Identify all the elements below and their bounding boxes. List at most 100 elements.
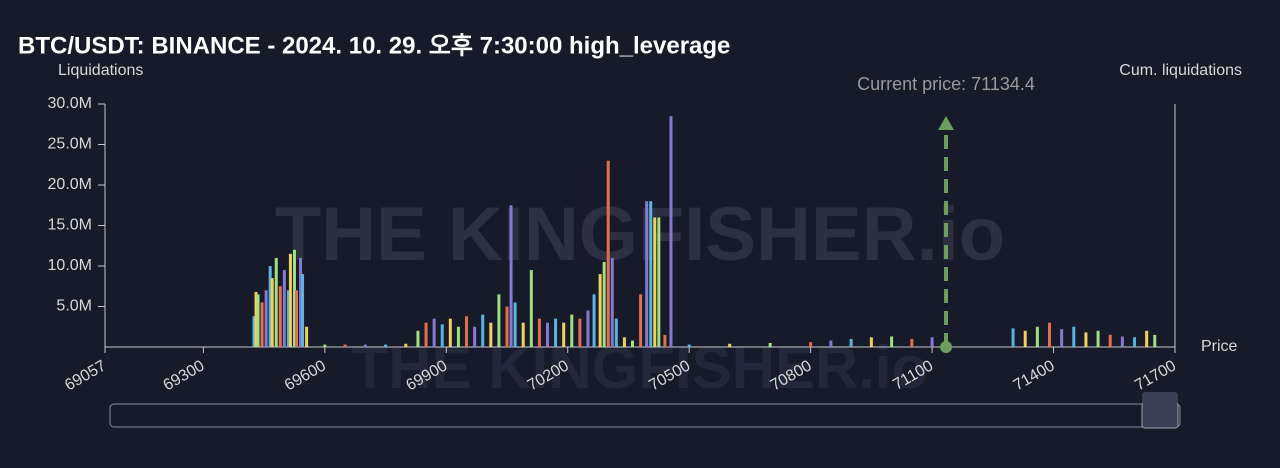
bar xyxy=(260,302,264,347)
bar xyxy=(465,316,469,347)
bar xyxy=(1096,330,1100,347)
bar xyxy=(586,310,590,347)
bar xyxy=(1108,334,1112,347)
bar xyxy=(305,326,309,347)
bar xyxy=(562,322,566,347)
bar xyxy=(598,274,602,347)
bar xyxy=(299,257,303,347)
bar xyxy=(728,343,732,347)
bar xyxy=(687,344,691,347)
bar xyxy=(440,324,444,347)
bar xyxy=(930,337,934,347)
bar xyxy=(270,278,274,347)
slider-handle[interactable] xyxy=(1141,401,1179,429)
x-tick-label: 71400 xyxy=(1011,357,1058,394)
x-axis-label: Price xyxy=(1201,338,1238,355)
bar xyxy=(849,338,853,347)
bar xyxy=(404,343,408,347)
bar xyxy=(869,337,873,347)
bar xyxy=(278,286,282,347)
y-tick-label: 10.0M xyxy=(48,257,92,274)
bar xyxy=(294,290,298,347)
bar xyxy=(578,318,582,347)
bar xyxy=(537,318,541,347)
bar xyxy=(286,290,290,347)
bar xyxy=(301,274,305,347)
bar xyxy=(645,201,649,347)
bar xyxy=(497,294,501,347)
bar xyxy=(384,344,388,347)
y2-axis-label: Cum. liquidations xyxy=(1119,62,1242,79)
bar xyxy=(432,318,436,347)
bar xyxy=(481,314,485,347)
bar xyxy=(448,318,452,347)
bar xyxy=(1133,337,1137,347)
bar xyxy=(614,318,618,347)
bar xyxy=(649,201,653,347)
bar xyxy=(254,291,258,347)
slider-grip xyxy=(1142,392,1178,404)
bar xyxy=(509,205,513,347)
bar xyxy=(1035,326,1039,347)
range-slider[interactable] xyxy=(109,392,1181,429)
bar xyxy=(505,306,509,347)
y-axis-label: Liquidations xyxy=(58,62,143,79)
bar xyxy=(363,344,367,347)
bar xyxy=(663,334,667,347)
x-tick-label: 69300 xyxy=(160,357,207,394)
bar xyxy=(292,249,296,347)
bar xyxy=(602,261,606,347)
bar xyxy=(554,318,558,347)
bar xyxy=(274,257,278,347)
bar xyxy=(653,217,657,347)
y-tick-label: 20.0M xyxy=(48,176,92,193)
bar xyxy=(545,322,549,347)
bar xyxy=(910,338,914,347)
bar xyxy=(264,290,268,347)
bar xyxy=(456,326,460,347)
bar xyxy=(809,342,813,347)
bar xyxy=(416,330,420,347)
x-tick-label: 69600 xyxy=(282,357,329,394)
watermark: THE KINGFISHER.io xyxy=(275,192,1005,277)
bar xyxy=(570,314,574,347)
bar xyxy=(669,116,673,348)
bar xyxy=(610,257,614,347)
y-tick-label: 25.0M xyxy=(48,136,92,153)
current-price-label: Current price: 71134.4 xyxy=(857,74,1035,94)
bar xyxy=(1023,330,1027,347)
bar xyxy=(513,302,517,347)
bar xyxy=(252,316,256,347)
bar xyxy=(1153,334,1157,347)
bar xyxy=(282,270,286,347)
bar xyxy=(592,294,596,347)
current-price-arrow xyxy=(938,116,955,130)
bar xyxy=(489,322,493,347)
bar xyxy=(521,322,525,347)
bar xyxy=(631,340,635,347)
bar xyxy=(1011,328,1015,347)
bar xyxy=(1047,322,1051,347)
current-price-dot xyxy=(940,341,953,353)
bar xyxy=(473,326,477,347)
bar xyxy=(768,342,772,347)
bar xyxy=(829,340,833,347)
bar xyxy=(268,266,272,347)
bar xyxy=(1084,332,1088,347)
bar xyxy=(1145,330,1149,347)
y-tick-label: 15.0M xyxy=(48,217,92,234)
bar xyxy=(529,270,533,347)
bar xyxy=(606,160,610,347)
bar xyxy=(622,337,626,347)
slider-track xyxy=(109,403,1181,428)
bar xyxy=(424,322,428,347)
bar xyxy=(657,217,661,347)
x-tick-label: 69057 xyxy=(62,357,109,394)
y-tick-label: 30.0M xyxy=(48,95,92,112)
chart-title: BTC/USDT: BINANCE - 2024. 10. 29. 오후 7:3… xyxy=(18,32,730,59)
bar xyxy=(323,344,327,347)
bar xyxy=(1060,329,1064,347)
y-tick-label: 5.0M xyxy=(56,298,92,315)
x-tick-label: 71700 xyxy=(1132,357,1179,394)
